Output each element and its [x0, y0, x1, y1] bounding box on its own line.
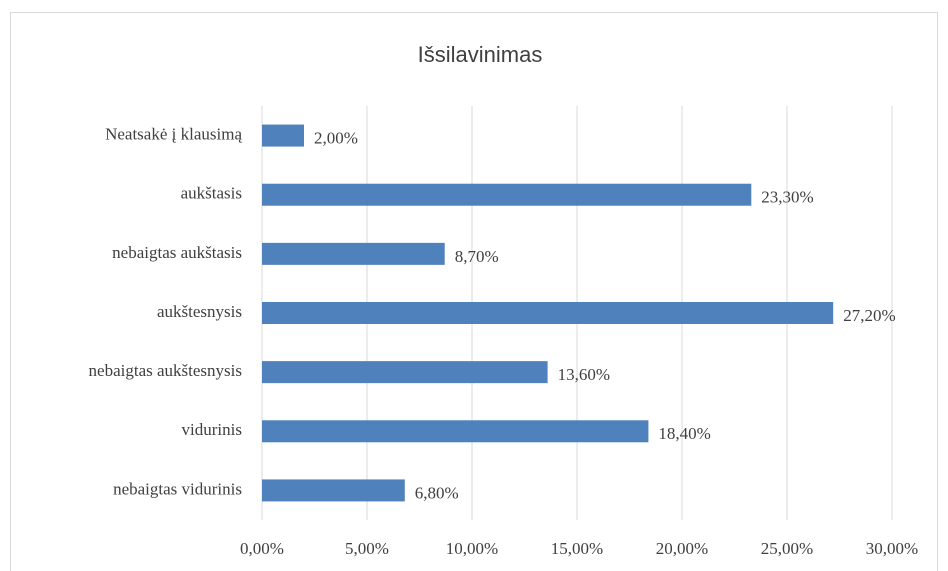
x-tick-label: 15,00% — [551, 539, 603, 558]
data-label: 18,40% — [658, 424, 710, 443]
x-tick-label: 25,00% — [761, 539, 813, 558]
data-label: 13,60% — [558, 365, 610, 384]
bar — [262, 242, 445, 265]
x-tick-label: 30,00% — [866, 539, 918, 558]
x-tick-label: 5,00% — [345, 539, 389, 558]
bar — [262, 302, 834, 324]
y-tick-label: nebaigtas aukštesnysis — [89, 361, 242, 380]
y-tick-label: aukštesnysis — [157, 302, 242, 321]
y-tick-label: vidurinis — [182, 420, 242, 439]
bar — [262, 479, 405, 502]
x-tick-label: 20,00% — [656, 539, 708, 558]
x-tick-label: 0,00% — [240, 539, 284, 558]
data-label: 6,80% — [415, 483, 459, 502]
chart-title: Išsilavinimas — [418, 42, 543, 67]
bar — [262, 361, 548, 384]
data-label: 23,30% — [761, 188, 813, 207]
data-label: 2,00% — [314, 128, 358, 147]
y-tick-label: aukštasis — [181, 184, 242, 203]
y-tick-label: nebaigtas aukštasis — [112, 243, 242, 262]
data-label: 27,20% — [843, 306, 895, 325]
y-tick-label: nebaigtas vidurinis — [113, 479, 242, 498]
bar — [262, 124, 304, 147]
bar — [262, 420, 649, 443]
y-tick-label: Neatsakė į klausimą — [105, 124, 242, 143]
data-label: 8,70% — [455, 247, 499, 266]
x-tick-label: 10,00% — [446, 539, 498, 558]
bar — [262, 183, 752, 206]
chart-frame — [10, 12, 938, 571]
